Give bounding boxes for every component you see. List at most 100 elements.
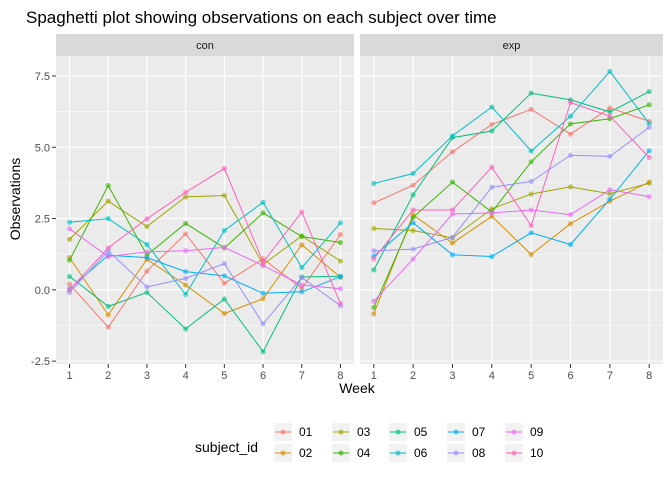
data-point	[449, 149, 456, 155]
data-point	[105, 324, 111, 330]
data-point	[410, 220, 416, 226]
series-line	[69, 275, 341, 353]
data-point	[183, 220, 189, 227]
data-point	[449, 179, 456, 185]
strip-exp	[360, 34, 663, 56]
data-point	[607, 105, 613, 111]
series-con-01	[66, 231, 344, 330]
data-point	[646, 154, 652, 161]
series-line	[373, 181, 650, 314]
x-tick-label: 1	[371, 370, 377, 382]
data-point	[607, 68, 613, 74]
data-point	[567, 121, 574, 127]
data-point	[144, 223, 150, 230]
data-point	[183, 282, 189, 288]
data-point	[299, 282, 305, 288]
data-point	[489, 210, 495, 216]
legend-key-point	[338, 450, 344, 456]
data-point	[221, 273, 227, 279]
series-con-10	[66, 165, 344, 307]
data-point	[607, 191, 613, 197]
data-point	[646, 193, 652, 200]
series-line	[69, 233, 341, 329]
data-point	[371, 225, 377, 232]
data-point	[607, 187, 613, 193]
data-point	[260, 349, 266, 355]
data-point	[528, 178, 534, 185]
data-point	[183, 326, 189, 332]
plot-background-exp	[360, 56, 663, 364]
data-point	[299, 274, 305, 281]
data-point	[567, 152, 574, 158]
data-point	[105, 198, 111, 204]
legend-key-point	[511, 450, 517, 456]
strip-label-con: con	[196, 40, 214, 52]
data-point	[489, 184, 495, 190]
data-point	[410, 246, 416, 252]
plot-background-con	[56, 56, 354, 364]
x-tick-label: 6	[260, 370, 266, 382]
data-point	[337, 274, 344, 280]
data-point	[528, 223, 534, 229]
data-point	[410, 227, 416, 234]
data-point	[607, 153, 613, 159]
series-con-06	[66, 199, 344, 298]
data-point	[183, 231, 189, 237]
data-point	[66, 287, 73, 293]
data-point	[337, 220, 344, 226]
data-point	[410, 214, 416, 221]
data-point	[528, 191, 534, 197]
data-point	[221, 280, 227, 286]
series-exp-03	[371, 180, 652, 241]
data-point	[489, 128, 495, 134]
legend-key-point	[280, 429, 286, 435]
data-point	[410, 207, 416, 213]
data-point	[410, 192, 416, 198]
y-tick-label: 0.0	[35, 285, 50, 297]
series-line	[69, 201, 341, 296]
data-point	[299, 265, 305, 271]
data-point	[371, 311, 377, 317]
legend-entry-01: 01	[274, 423, 313, 441]
data-point	[337, 239, 344, 246]
legend-key-point	[395, 429, 401, 435]
data-point	[489, 164, 495, 170]
data-point	[183, 291, 189, 298]
legend-entry-05: 05	[389, 423, 428, 441]
y-tick-label: 5.0	[35, 142, 50, 154]
x-tick-label: 6	[567, 370, 573, 382]
data-point	[299, 233, 305, 240]
series-line	[373, 189, 650, 302]
data-point	[260, 290, 266, 296]
data-point	[260, 210, 266, 216]
data-point	[183, 248, 189, 254]
data-point	[449, 207, 456, 213]
data-point	[567, 131, 574, 137]
y-tick-label: -2.5	[31, 356, 50, 368]
data-point	[646, 148, 652, 154]
data-point	[66, 219, 73, 225]
data-point	[567, 241, 574, 248]
data-point	[144, 268, 150, 274]
legend-entry-07: 07	[447, 423, 486, 441]
series-line	[69, 194, 341, 266]
legend-label: 07	[472, 425, 486, 439]
data-point	[646, 124, 652, 130]
data-point	[410, 170, 416, 177]
data-point	[371, 180, 377, 187]
y-tick-label: 7.5	[35, 71, 50, 83]
data-point	[105, 215, 111, 222]
data-point	[371, 298, 377, 304]
series-line	[373, 104, 650, 308]
legend-key-point	[511, 429, 517, 435]
strip-label-exp: exp	[503, 40, 521, 52]
x-tick-label: 1	[66, 370, 72, 382]
data-point	[66, 236, 73, 242]
series-exp-06	[371, 68, 652, 187]
legend-label: 02	[299, 446, 313, 460]
series-line	[69, 184, 341, 261]
legend-label: 01	[299, 425, 313, 439]
data-point	[105, 312, 111, 318]
series-exp-01	[371, 105, 652, 206]
data-point	[66, 257, 73, 263]
